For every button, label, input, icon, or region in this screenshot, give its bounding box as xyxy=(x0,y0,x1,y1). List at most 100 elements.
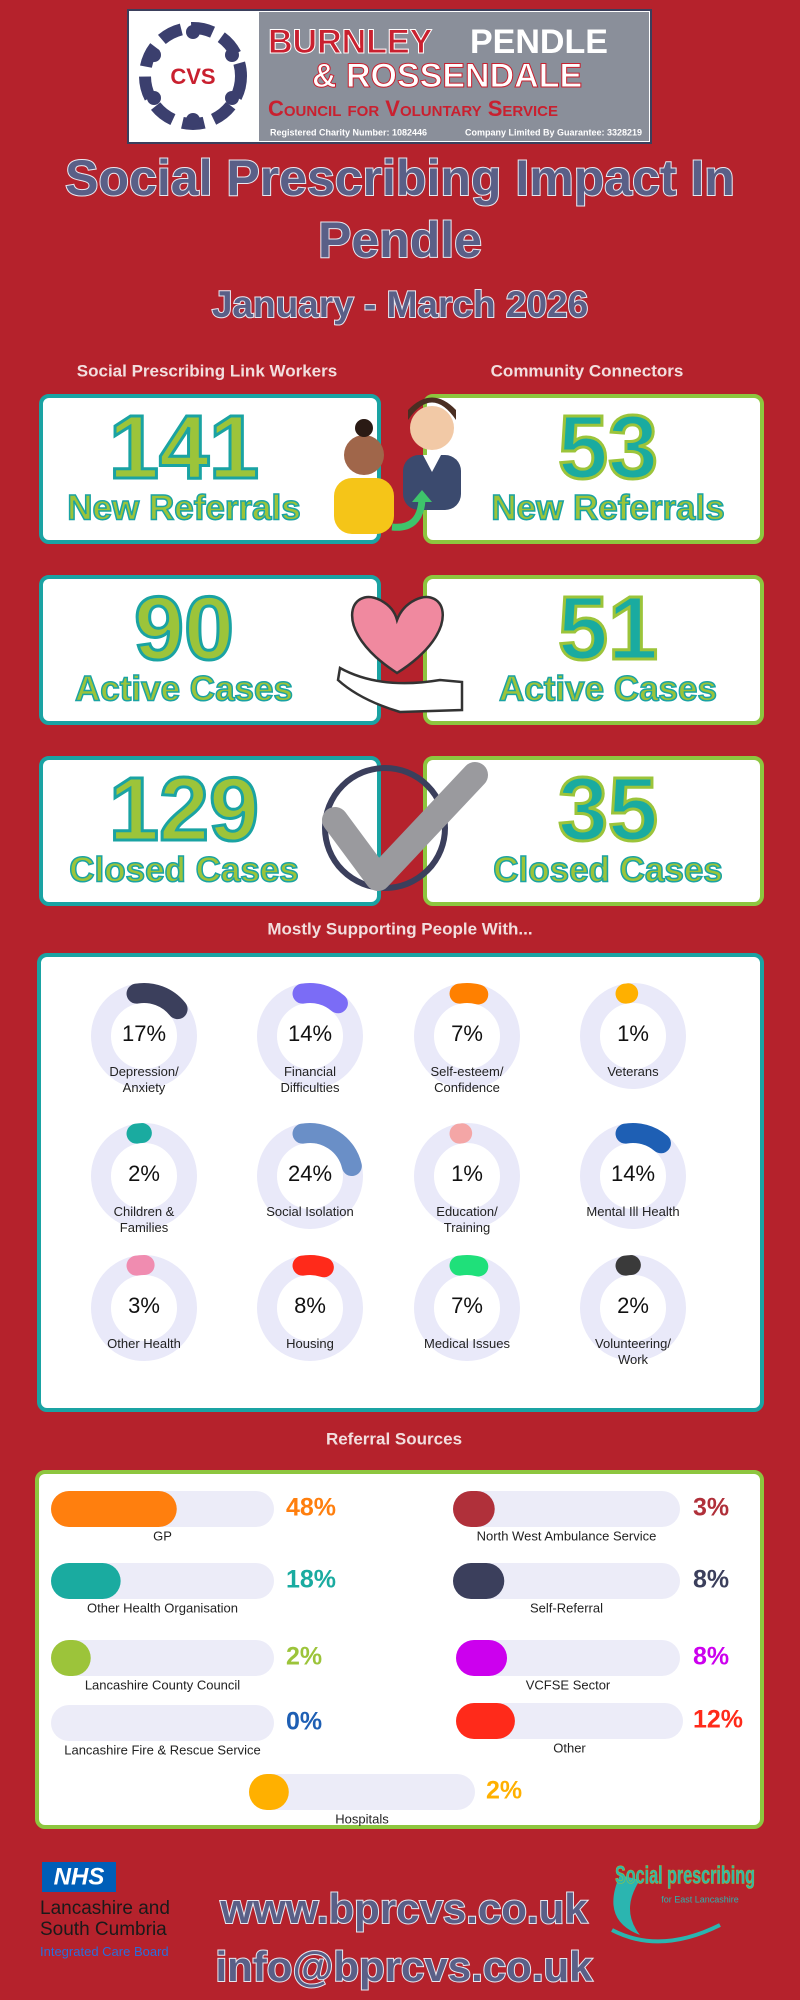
check-icon xyxy=(322,762,488,891)
website[interactable]: www.bprcvs.co.uk xyxy=(218,1884,589,1933)
org-burnley: BURNLEY xyxy=(268,23,433,61)
donut-value: 3% xyxy=(128,1293,160,1318)
stat-box xyxy=(39,394,381,544)
bar-value: 8% xyxy=(693,1643,729,1671)
stat-label: New Referrals xyxy=(67,488,300,527)
donut-arc xyxy=(580,1254,686,1361)
stat-label: Closed Cases xyxy=(69,850,299,889)
bar-label: Other Health Organisation xyxy=(87,1600,238,1615)
support-panel xyxy=(37,953,764,1412)
charity-number: Registered Charity Number: 1082446 xyxy=(270,127,427,137)
donut-value: 2% xyxy=(617,1293,649,1318)
donut-value: 14% xyxy=(611,1161,655,1186)
stat-label: Closed Cases xyxy=(493,850,723,889)
stat-label: New Referrals xyxy=(491,488,724,527)
sp-logo-sub: for East Lancashire xyxy=(661,1894,739,1904)
column-heading: Social Prescribing Link Workers xyxy=(77,361,337,380)
bar-value: 2% xyxy=(286,1643,322,1671)
stat-label: Active Cases xyxy=(499,669,717,708)
donut-arc xyxy=(414,983,520,1089)
bar-track xyxy=(453,1491,680,1527)
bar-track xyxy=(51,1705,274,1741)
stat-label: Active Cases xyxy=(75,669,293,708)
donut-label: Financial Difficulties xyxy=(280,1064,340,1095)
donut-arc xyxy=(91,1255,197,1361)
bar-value: 48% xyxy=(286,1494,336,1522)
heart-hand-icon xyxy=(336,595,464,714)
donut-label: Social Isolation xyxy=(266,1204,354,1219)
donut-value: 1% xyxy=(617,1021,649,1046)
email[interactable]: info@bprcvs.co.uk xyxy=(214,1942,594,1991)
bar-label: Lancashire County Council xyxy=(85,1677,240,1692)
donut-arc xyxy=(414,1123,520,1229)
section-heading: Referral Sources xyxy=(326,1429,462,1448)
bar-label: Hospitals xyxy=(335,1811,389,1826)
donut-label: Depression/ Anxiety xyxy=(109,1064,179,1095)
bar-label: Self-Referral xyxy=(530,1600,603,1615)
stat-value: 90 xyxy=(134,579,234,679)
bar-track xyxy=(453,1563,680,1599)
title: Social Prescribing Impact In xyxy=(65,150,735,206)
donut-label: Volunteering/ Work xyxy=(595,1336,671,1367)
column-heading: Community Connectors xyxy=(491,361,684,380)
bar-track xyxy=(456,1640,680,1676)
stat-value: 141 xyxy=(109,398,259,498)
donut-label: Other Health xyxy=(107,1336,181,1351)
stat-value: 51 xyxy=(558,579,658,679)
donut-value: 2% xyxy=(128,1161,160,1186)
donut-value: 24% xyxy=(288,1161,332,1186)
org-pendle: PENDLE xyxy=(470,23,608,61)
logo-band xyxy=(259,12,649,141)
donut-arc xyxy=(414,1255,520,1361)
stat-box xyxy=(39,756,381,906)
donut-arc xyxy=(580,983,686,1089)
donut-value: 14% xyxy=(288,1021,332,1046)
bar-label: North West Ambulance Service xyxy=(477,1528,657,1543)
bar-label: Lancashire Fire & Rescue Service xyxy=(64,1742,261,1757)
bar-value: 2% xyxy=(486,1777,522,1805)
donut-label: Medical Issues xyxy=(424,1336,510,1351)
donut-label: Children & Families xyxy=(113,1204,175,1235)
donut-value: 8% xyxy=(294,1293,326,1318)
stat-value: 35 xyxy=(558,760,658,860)
donut-label: Self-esteem/ Confidence xyxy=(430,1064,504,1095)
bar-label: VCFSE Sector xyxy=(526,1677,611,1692)
donut-label: Veterans xyxy=(607,1064,659,1079)
donut-value: 7% xyxy=(451,1293,483,1318)
donut-label: Mental Ill Health xyxy=(586,1204,680,1219)
bar-track xyxy=(249,1774,475,1810)
logo-mark: CVS xyxy=(170,64,215,89)
donut-label: Housing xyxy=(286,1336,334,1351)
bar-track xyxy=(456,1703,683,1739)
bar-value: 18% xyxy=(286,1566,336,1594)
donut-label: Education/ Training xyxy=(436,1204,498,1235)
donut-arc xyxy=(580,1123,686,1229)
bar-value: 0% xyxy=(286,1708,322,1736)
cvs-emblem xyxy=(139,22,247,130)
nhs-logo: NHS xyxy=(54,1863,105,1890)
donut-arc xyxy=(257,983,363,1089)
donut-value: 7% xyxy=(451,1021,483,1046)
bar-value: 8% xyxy=(693,1566,729,1594)
icb-sub: Integrated Care Board xyxy=(40,1944,169,1959)
bar-value: 3% xyxy=(693,1494,729,1522)
period: January - March 2026 xyxy=(212,284,588,325)
section-heading: Mostly Supporting People With... xyxy=(267,919,532,938)
donut-arc xyxy=(257,1255,363,1361)
donut-arc xyxy=(257,1123,363,1229)
donut-arc xyxy=(91,1123,197,1229)
bar-track xyxy=(51,1640,274,1676)
org-rossendale: & ROSSENDALE xyxy=(312,57,582,95)
stat-value: 129 xyxy=(109,760,259,860)
donut-arc xyxy=(91,983,197,1089)
icb-name: Lancashire and South Cumbria xyxy=(40,1898,170,1940)
nhs-box xyxy=(42,1862,116,1892)
bar-label: GP xyxy=(153,1528,172,1543)
company-number: Company Limited By Guarantee: 3328219 xyxy=(465,127,642,137)
donut-value: 17% xyxy=(122,1021,166,1046)
sp-logo xyxy=(611,1875,721,1944)
title: Pendle xyxy=(318,212,482,268)
bar-label: Other xyxy=(553,1740,586,1755)
